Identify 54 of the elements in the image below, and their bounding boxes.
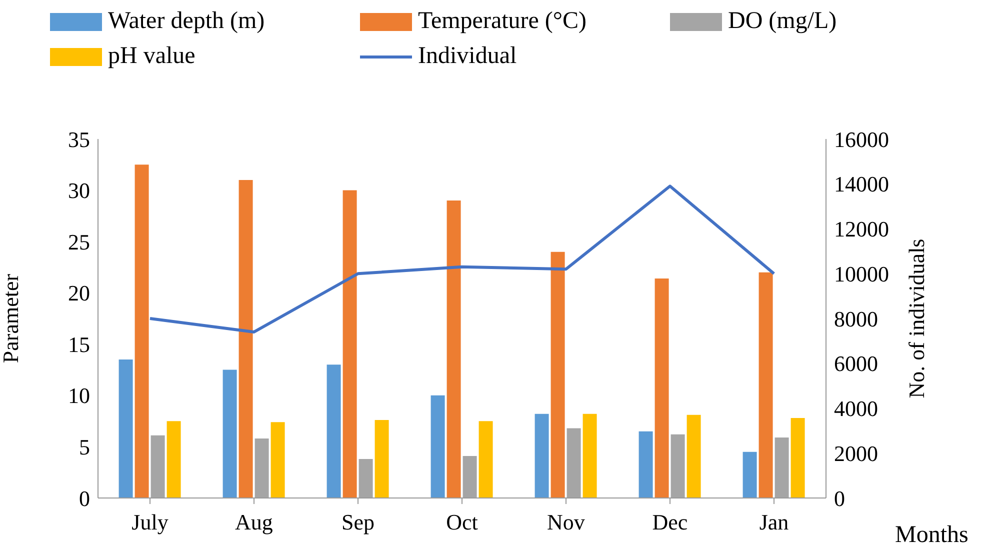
bar [654, 278, 669, 498]
bar [790, 418, 805, 498]
x-axis-title: Months [895, 522, 968, 549]
y2-tick-label: 14000 [834, 172, 889, 197]
bar [550, 252, 565, 498]
y2-tick-label: 8000 [834, 306, 878, 332]
bar [134, 164, 149, 498]
bar [686, 414, 701, 498]
bar [430, 395, 445, 498]
y-tick-label: 5 [79, 434, 90, 460]
x-tick-label: July [132, 510, 168, 535]
bar [326, 364, 341, 498]
bar [446, 200, 461, 498]
y-axis-title: Parameter [0, 273, 23, 364]
y-tick-label: 15 [68, 332, 90, 357]
bar [374, 420, 389, 498]
x-tick-label: Sep [342, 510, 374, 535]
y2-tick-label: 0 [834, 486, 845, 511]
x-tick-label: Nov [547, 510, 585, 535]
bar [222, 370, 237, 498]
y2-axis-title: No. of individuals [904, 238, 929, 398]
bar [534, 414, 549, 498]
bar [758, 272, 773, 498]
legend-label: Water depth (m) [108, 8, 265, 35]
y2-tick-label: 16000 [834, 126, 889, 152]
y2-tick-label: 6000 [834, 351, 878, 376]
y-tick-label: 30 [68, 178, 90, 204]
bar [118, 360, 133, 498]
x-tick-label: Jan [759, 510, 789, 535]
x-tick-label: Aug [235, 510, 273, 535]
y-tick-label: 20 [68, 280, 90, 306]
bar [166, 421, 181, 498]
bar [478, 421, 493, 498]
line-series [148, 184, 776, 334]
bar [238, 180, 253, 498]
bar [270, 422, 285, 498]
x-tick-label: Oct [446, 510, 478, 535]
legend-label: Individual [418, 43, 517, 70]
legend-label: Temperature (°C) [418, 8, 587, 35]
y2-tick-label: 2000 [834, 440, 878, 466]
y2-tick-label: 4000 [834, 396, 878, 422]
bar [742, 452, 757, 498]
legend-label: pH value [108, 43, 196, 70]
x-tick-label: Dec [652, 510, 688, 535]
bar [582, 414, 597, 498]
bar [342, 190, 357, 498]
y2-tick-label: 12000 [834, 216, 889, 242]
legend-label: DO (mg/L) [728, 8, 837, 35]
y2-tick-label: 10000 [834, 261, 889, 286]
y-tick-label: 35 [68, 126, 90, 152]
y-tick-label: 10 [68, 383, 90, 408]
y-tick-label: 25 [68, 229, 90, 254]
bar [638, 431, 653, 498]
y-tick-label: 0 [79, 486, 90, 511]
